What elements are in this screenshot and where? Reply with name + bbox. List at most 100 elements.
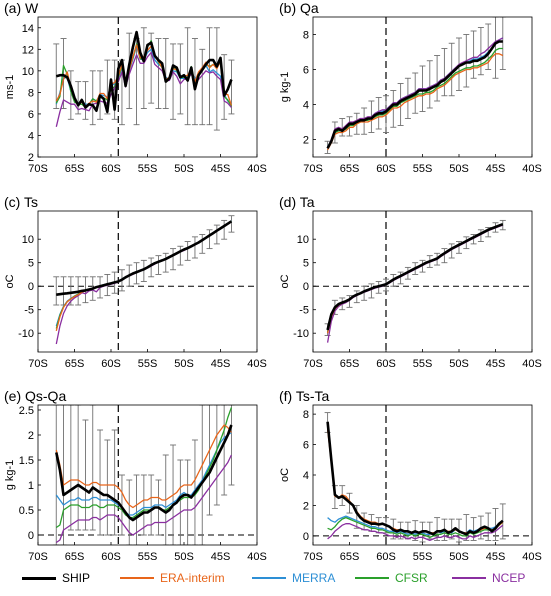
plot-area <box>313 211 532 352</box>
error-bar <box>221 219 228 240</box>
x-tick-label: 65S <box>65 163 85 175</box>
series-line-merra <box>326 223 504 332</box>
y-tick-label: 0 <box>303 531 309 543</box>
panel-6: (f) Ts-Ta oC 70S 65S 60S 55S 50S 45S 40S 0 2 4 6 8 <box>279 388 542 560</box>
error-bar <box>155 38 162 109</box>
error-bar <box>118 474 125 536</box>
y-tick-label: 2.5 <box>19 405 34 417</box>
error-bar <box>133 474 140 545</box>
error-bar <box>53 276 60 306</box>
y-tick-label: -10 <box>293 328 309 340</box>
series-line-merra <box>55 431 232 516</box>
y-tick-label: -10 <box>18 328 34 340</box>
x-tick-label: 50S <box>449 358 469 370</box>
error-bar <box>397 83 404 126</box>
x-tick-label: 70S <box>28 551 48 560</box>
error-bar <box>60 405 67 545</box>
error-bar <box>448 42 455 97</box>
x-tick-label: 60S <box>101 163 121 175</box>
y-tick-label: 8 <box>28 87 34 99</box>
legend-swatch-era-interim <box>120 577 154 579</box>
error-bar <box>397 271 404 285</box>
error-bar <box>184 459 191 545</box>
y-axis-label: oC <box>4 274 16 288</box>
error-bar <box>434 517 441 541</box>
error-bar <box>228 405 235 486</box>
series-line-ncep <box>327 523 504 542</box>
y-axis-label: ms-1 <box>4 75 16 99</box>
y-tick-label: 1.5 <box>19 455 34 467</box>
x-tick-label: 40S <box>522 358 542 370</box>
legend: SHIP ERA-interim MERRA CFSR NCEP <box>0 562 551 592</box>
series-line-cfsr <box>55 407 233 529</box>
legend-label-ncep: NCEP <box>492 571 526 585</box>
legend-swatch-ncep <box>452 577 486 579</box>
y-tick-label: 0 <box>28 530 34 542</box>
error-bar <box>221 405 228 496</box>
panel-title: (b) Qa <box>279 0 319 16</box>
series-line-cfsr <box>326 223 504 333</box>
error-bar <box>177 459 184 545</box>
series-line-ship <box>56 220 233 296</box>
x-tick-label: 65S <box>65 358 85 370</box>
error-bar <box>170 248 177 271</box>
error-bar <box>448 518 455 540</box>
series-line-cfsr <box>327 516 504 539</box>
y-tick-label: 2 <box>303 500 309 512</box>
error-bar <box>67 70 74 120</box>
x-tick-label: 40S <box>247 551 267 560</box>
error-bar <box>60 276 67 306</box>
panel-1: (a) W ms-1 70S 65S 60S 55S 50S 45S 40S 2 4 6 8 10 12 14 <box>4 0 267 175</box>
x-tick-label: 40S <box>522 551 542 560</box>
error-bar <box>82 81 89 120</box>
error-bar <box>448 243 455 259</box>
y-tick-label: 0.5 <box>19 505 34 517</box>
x-tick-label: 45S <box>486 163 506 175</box>
series-line-ncep <box>55 51 232 127</box>
series-line-ship <box>326 222 504 331</box>
error-bar <box>53 43 60 109</box>
x-tick-label: 65S <box>340 551 360 560</box>
x-tick-label: 40S <box>247 163 267 175</box>
x-tick-label: 60S <box>376 163 396 175</box>
error-bar <box>199 234 206 254</box>
x-tick-label: 70S <box>28 358 48 370</box>
error-bar <box>434 55 441 102</box>
series-line-ship <box>55 424 233 522</box>
series-line-era-interim <box>326 223 504 334</box>
y-tick-label: -5 <box>299 305 309 317</box>
error-bar <box>441 48 448 97</box>
legend-item-era-interim: ERA-interim <box>120 568 225 588</box>
x-tick-label: 40S <box>522 163 542 175</box>
x-tick-label: 70S <box>303 551 323 560</box>
legend-swatch-cfsr <box>355 577 389 579</box>
y-axis-label: oC <box>279 274 291 288</box>
error-bar <box>499 17 506 70</box>
error-bar <box>485 512 492 541</box>
panel-5: (e) Qs-Qa g kg-1 70S 65S 60S 55S 50S 45S 40S 0 0.5… <box>4 388 267 560</box>
series-line-ship <box>326 40 503 149</box>
x-tick-label: 65S <box>340 358 360 370</box>
error-bar <box>361 285 368 301</box>
x-tick-label: 45S <box>211 163 231 175</box>
legend-item-cfsr: CFSR <box>355 568 428 588</box>
series-line-era-interim <box>55 424 232 509</box>
legend-label-era-interim: ERA-interim <box>160 571 225 585</box>
y-tick-label: 4 <box>303 470 309 482</box>
error-bar <box>140 259 147 282</box>
error-bar <box>477 229 484 243</box>
error-bar <box>111 429 118 536</box>
panel-title: (d) Ta <box>279 194 315 210</box>
x-tick-label: 65S <box>340 163 360 175</box>
y-tick-label: 8 <box>303 30 309 42</box>
error-bar <box>206 405 213 516</box>
series-line-ship <box>326 421 504 536</box>
error-bar <box>492 508 499 541</box>
y-tick-label: -5 <box>24 305 34 317</box>
y-tick-label: 8 <box>303 409 309 421</box>
x-tick-label: 45S <box>486 358 506 370</box>
x-tick-label: 60S <box>376 358 396 370</box>
y-tick-label: 4 <box>28 130 34 142</box>
plot-area <box>53 17 235 157</box>
